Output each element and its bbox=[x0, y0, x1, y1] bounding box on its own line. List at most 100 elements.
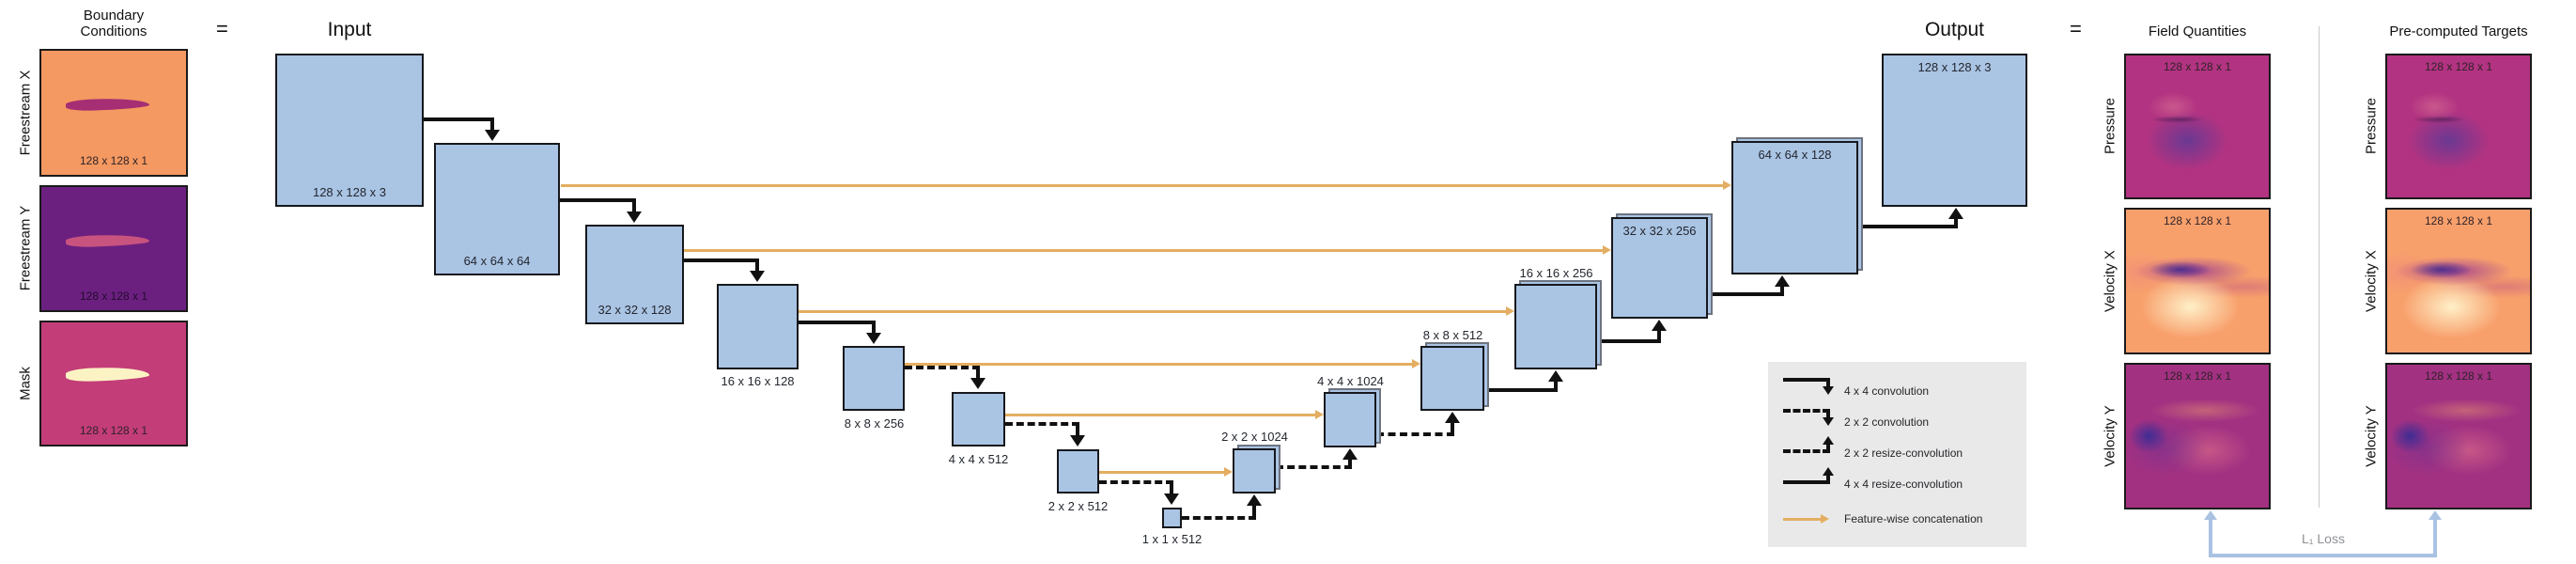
airfoil-shape bbox=[65, 97, 150, 112]
column-divider bbox=[2319, 26, 2320, 508]
block-dims: 2 x 2 x 512 bbox=[1047, 499, 1109, 513]
conv-2x2-arrow-3 bbox=[1099, 480, 1173, 494]
unet-block-output-128x128x3: 128 x 128 x 3 bbox=[1882, 54, 2027, 207]
resize-2x2-arrowhead-1 bbox=[1247, 494, 1262, 506]
concat-arrow-64 bbox=[561, 184, 1723, 187]
resize-4x4-arrow-3 bbox=[1708, 286, 1784, 296]
resize-4x4-arrowhead-4 bbox=[1948, 208, 1963, 219]
block-dims: 16 x 16 x 256 bbox=[1519, 266, 1593, 280]
block-dims: 2 x 2 x 1024 bbox=[1221, 430, 1288, 444]
legend-concat-arrowhead bbox=[1821, 514, 1829, 524]
target-pressure-label: Pressure bbox=[2363, 97, 2380, 155]
concat-arrow-32 bbox=[684, 249, 1603, 252]
block-dims: 4 x 4 x 512 bbox=[948, 452, 1009, 466]
fq-velocity-y-dims: 128 x 128 x 1 bbox=[2163, 369, 2232, 383]
conv-2x2-arrowhead-3 bbox=[1164, 494, 1179, 505]
unet-block-2x2x1024 bbox=[1233, 448, 1276, 494]
target-velocity-y-label: Velocity Y bbox=[2363, 405, 2380, 467]
fq-pressure-dims: 128 x 128 x 1 bbox=[2163, 60, 2232, 73]
legend-resize-2x2-label: 2 x 2 resize-convolution bbox=[1844, 446, 1963, 460]
fq-velocity-x-label: Velocity X bbox=[2102, 250, 2118, 312]
conv-2x2-arrow-1 bbox=[905, 366, 980, 379]
concat-arrow-2 bbox=[1099, 471, 1224, 474]
unet-block-32x32x256: 32 x 32 x 256 bbox=[1611, 217, 1708, 319]
resize-4x4-arrowhead-3 bbox=[1775, 275, 1790, 287]
concat-arrowhead-32 bbox=[1603, 245, 1611, 255]
loss-arrowhead-left bbox=[2204, 510, 2217, 520]
targets-title: Pre-computed Targets bbox=[2389, 24, 2528, 39]
legend-resize-2x2-arrowhead bbox=[1823, 436, 1834, 445]
conv-4x4-arrowhead-2 bbox=[627, 212, 642, 223]
target-velocity-x-label: Velocity X bbox=[2363, 250, 2380, 312]
loss-arrow-right bbox=[2433, 518, 2437, 556]
freestream-x-label: Freestream X bbox=[17, 70, 34, 156]
resize-2x2-arrow-3 bbox=[1376, 422, 1454, 436]
block-dims: 128 x 128 x 3 bbox=[312, 185, 387, 199]
concat-arrowhead-64 bbox=[1723, 180, 1731, 190]
fq-velocity-x-image: 128 x 128 x 1 bbox=[2124, 208, 2271, 354]
legend-conv-2x2-label: 2 x 2 convolution bbox=[1844, 415, 1930, 429]
legend-conv-4x4-glyph bbox=[1783, 378, 1830, 387]
target-pressure-image: 128 x 128 x 1 bbox=[2385, 54, 2532, 199]
concat-arrowhead-16 bbox=[1506, 306, 1514, 316]
unet-block-32x32x128: 32 x 32 x 128 bbox=[585, 225, 684, 324]
airfoil-shape bbox=[65, 233, 150, 248]
conv-4x4-arrow-2 bbox=[560, 198, 636, 212]
block-dims: 64 x 64 x 64 bbox=[463, 254, 531, 268]
unet-block-4x4x1024 bbox=[1324, 392, 1376, 447]
fq-pressure-label: Pressure bbox=[2102, 97, 2118, 155]
loss-arrow-left bbox=[2209, 518, 2212, 556]
freestream-y-dims: 128 x 128 x 1 bbox=[79, 290, 148, 303]
equals-sign-right: = bbox=[2070, 17, 2082, 40]
conv-4x4-arrowhead-1 bbox=[485, 130, 500, 141]
legend-conv-2x2-arrowhead bbox=[1823, 417, 1834, 426]
unet-block-4x4x512 bbox=[952, 392, 1005, 446]
resize-4x4-arrowhead-2 bbox=[1652, 320, 1667, 331]
freestream-y-label: Freestream Y bbox=[17, 205, 34, 291]
concat-arrowhead-8 bbox=[1412, 359, 1420, 368]
block-dims: 32 x 32 x 256 bbox=[1622, 224, 1697, 238]
block-dims: 8 x 8 x 256 bbox=[844, 416, 905, 431]
unet-block-1x1x512 bbox=[1162, 508, 1182, 528]
resize-4x4-arrow-1 bbox=[1484, 380, 1558, 392]
legend-concat-glyph bbox=[1783, 518, 1821, 521]
freestream-x-dims: 128 x 128 x 1 bbox=[79, 154, 148, 167]
unet-block-16x16x128 bbox=[717, 284, 799, 369]
unet-block-16x16x256 bbox=[1514, 284, 1597, 369]
block-dims: 128 x 128 x 3 bbox=[1917, 60, 1992, 74]
target-velocity-y-image: 128 x 128 x 1 bbox=[2385, 363, 2532, 509]
concat-arrowhead-4 bbox=[1315, 410, 1324, 419]
block-dims: 16 x 16 x 128 bbox=[721, 374, 795, 388]
target-velocity-y-dims: 128 x 128 x 1 bbox=[2424, 369, 2493, 383]
boundary-title-line1: Boundary bbox=[83, 8, 145, 24]
conv-4x4-arrow-1 bbox=[422, 118, 494, 131]
legend-box bbox=[1768, 362, 2026, 547]
block-dims: 4 x 4 x 1024 bbox=[1317, 374, 1384, 388]
resize-2x2-arrowhead-3 bbox=[1445, 412, 1460, 423]
loss-connector-line bbox=[2209, 554, 2437, 557]
resize-2x2-arrowhead-2 bbox=[1342, 448, 1358, 460]
airfoil-shape bbox=[65, 366, 150, 383]
field-quantities-title: Field Quantities bbox=[2148, 24, 2247, 39]
conv-2x2-arrowhead-2 bbox=[1070, 435, 1085, 446]
conv-4x4-arrow-3 bbox=[684, 258, 759, 272]
legend-conv-4x4-label: 4 x 4 convolution bbox=[1844, 384, 1930, 398]
conv-2x2-arrowhead-1 bbox=[970, 378, 985, 389]
fq-velocity-y-label: Velocity Y bbox=[2102, 405, 2118, 467]
block-dims: 1 x 1 x 512 bbox=[1141, 532, 1203, 546]
mask-label: Mask bbox=[17, 367, 34, 400]
fq-velocity-y-image: 128 x 128 x 1 bbox=[2124, 363, 2271, 509]
concat-arrow-4 bbox=[1005, 414, 1315, 416]
freestream-x-image: 128 x 128 x 1 bbox=[39, 49, 188, 177]
legend-conv-4x4-arrowhead bbox=[1823, 386, 1834, 395]
freestream-y-image: 128 x 128 x 1 bbox=[39, 185, 188, 312]
legend-concat-label: Feature-wise concatenation bbox=[1844, 512, 1983, 525]
concat-arrow-8 bbox=[905, 363, 1412, 366]
resize-4x4-arrow-2 bbox=[1597, 330, 1661, 343]
output-title: Output bbox=[1924, 19, 1985, 40]
unet-block-64x64x128: 64 x 64 x 128 bbox=[1731, 141, 1858, 274]
legend-resize-2x2-glyph bbox=[1783, 444, 1830, 453]
unet-block-64x64x64: 64 x 64 x 64 bbox=[434, 143, 560, 275]
fq-velocity-x-dims: 128 x 128 x 1 bbox=[2163, 214, 2232, 227]
